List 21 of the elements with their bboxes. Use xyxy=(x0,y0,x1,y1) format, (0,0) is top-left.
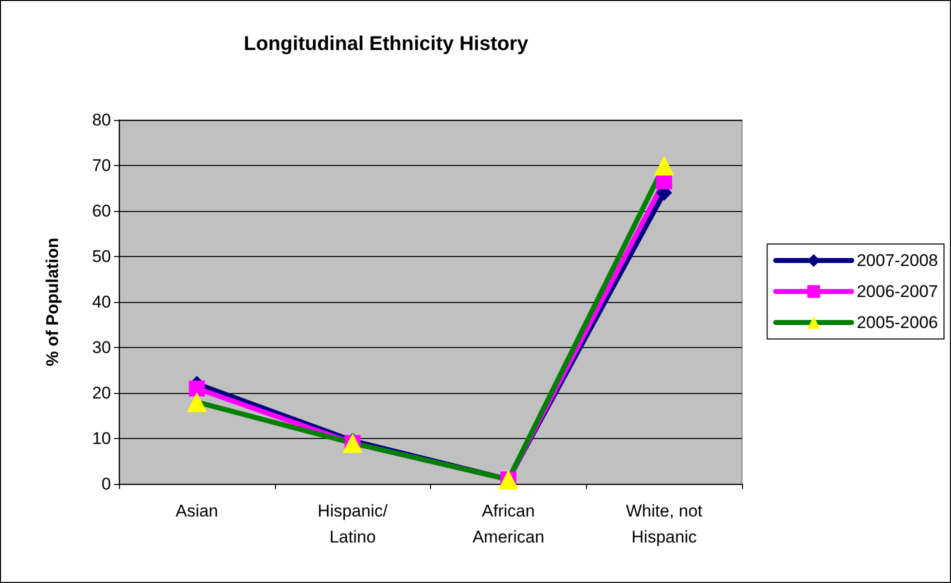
chart-title: Longitudinal Ethnicity History xyxy=(244,33,530,55)
y-tick-label: 0 xyxy=(102,474,111,494)
x-tick-label: Hispanic/ Latino xyxy=(318,502,388,546)
y-tick-label: 20 xyxy=(92,384,111,402)
y-tick-label: 40 xyxy=(92,292,111,312)
point xyxy=(188,380,205,396)
y-tick-label: 80 xyxy=(92,110,111,130)
y-tick-label: 50 xyxy=(92,247,111,266)
y-tick-label: 10 xyxy=(92,429,111,448)
x-tick-label: White, not Hispanic xyxy=(626,502,703,546)
point xyxy=(186,392,207,412)
legend-label: 2005-2006 xyxy=(856,313,938,332)
x-tick-label: African American xyxy=(472,502,544,546)
x-tick-label: Asian xyxy=(176,502,218,520)
legend-label: 2006-2007 xyxy=(856,282,938,301)
y-tick-label: 70 xyxy=(92,156,111,175)
y-tick-label: 30 xyxy=(92,338,111,357)
y-axis-title: % of Population xyxy=(43,238,62,366)
y-tick-label: 60 xyxy=(92,202,111,220)
legend-label: 2007-2008 xyxy=(856,251,938,270)
point xyxy=(654,156,674,176)
